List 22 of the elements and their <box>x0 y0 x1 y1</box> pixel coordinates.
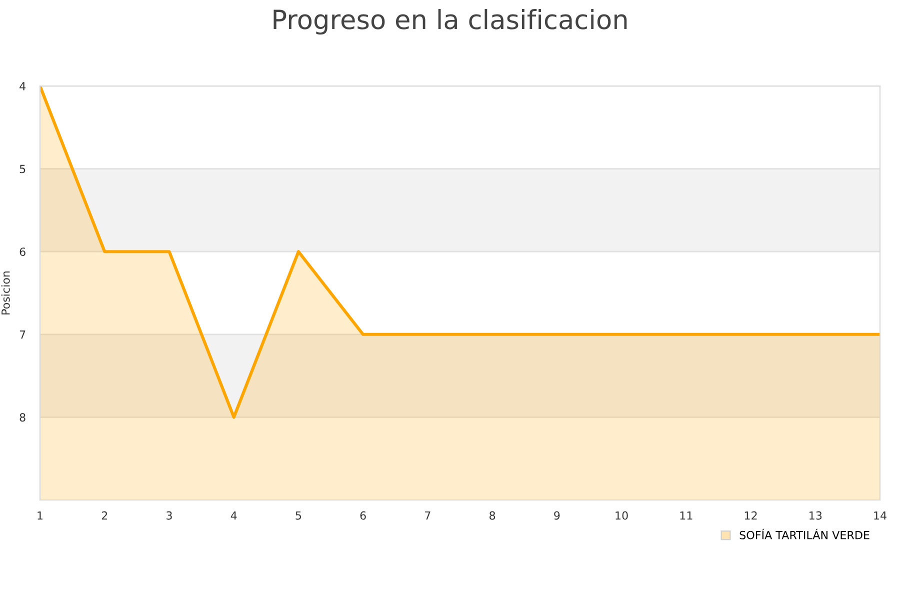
y-tick-label: 5 <box>20 164 26 174</box>
x-tick-label: 6 <box>360 511 366 520</box>
y-tick-label: 8 <box>20 413 26 422</box>
x-tick-label: 5 <box>296 511 302 520</box>
x-tick-label: 13 <box>810 511 822 520</box>
x-tick-label: 14 <box>874 511 886 520</box>
x-tick-label: 8 <box>490 511 496 520</box>
y-tick-label: 4 <box>20 82 26 90</box>
x-tick-label: 9 <box>554 511 560 520</box>
chart-title: Progreso en la clasificacion <box>274 9 627 35</box>
y-axis-title: Posicion <box>1 271 10 314</box>
x-tick-label: 12 <box>744 511 757 520</box>
x-tick-label: 2 <box>102 511 108 520</box>
x-tick-label: 11 <box>680 511 692 520</box>
y-tick-label: 7 <box>20 330 26 339</box>
x-tick-label: 4 <box>230 511 237 520</box>
x-tick-label: 3 <box>166 511 172 520</box>
y-tick-label: 6 <box>20 248 26 256</box>
x-tick-label: 7 <box>425 511 430 520</box>
x-tick-label: 1 <box>38 511 43 520</box>
x-tick-label: 10 <box>616 511 628 520</box>
legend-label: SOFÍA TARTILÁN VERDE <box>740 528 870 540</box>
